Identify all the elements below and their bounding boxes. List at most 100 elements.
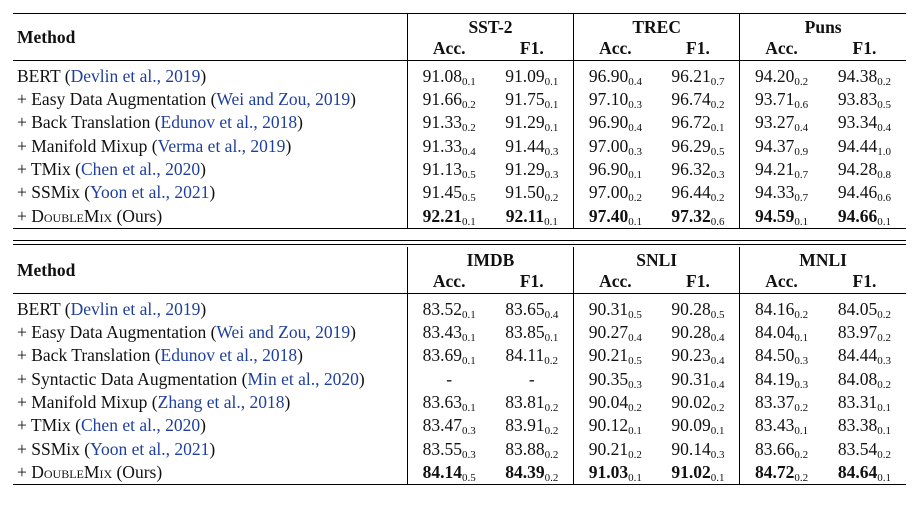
- score-cell: 94.460.6: [823, 181, 906, 204]
- citation-link[interactable]: Verma et al., 2019: [157, 135, 286, 156]
- metric-header: Acc.: [573, 271, 657, 294]
- score-value: 96.32: [671, 159, 711, 180]
- citation-link[interactable]: Yoon et al., 2021: [90, 438, 210, 459]
- metric-header: Acc.: [573, 38, 657, 61]
- score-value: 90.12: [588, 415, 629, 436]
- score-value: 97.40: [588, 205, 629, 226]
- score-value: 83.37: [754, 392, 795, 413]
- score-value: 96.44: [671, 182, 711, 203]
- score-std: 0.1: [462, 75, 476, 88]
- citation-link[interactable]: Devlin et al., 2019: [70, 65, 201, 86]
- score-std: 0.2: [544, 425, 559, 438]
- method-label: + Back Translation (: [17, 345, 161, 366]
- score-std: 0.3: [794, 355, 809, 368]
- score-std: 0.4: [710, 378, 725, 391]
- dataset-header: TREC: [573, 13, 740, 38]
- score-std: 0.2: [544, 448, 559, 461]
- score-value: 92.11: [505, 205, 545, 226]
- table-row: + Easy Data Augmentation (Wei and Zou, 2…: [13, 321, 906, 345]
- score-std: 0.2: [544, 192, 559, 205]
- method-header: Method: [17, 26, 76, 47]
- score-std: 0.5: [710, 145, 725, 158]
- citation-link[interactable]: Edunov et al., 2018: [160, 112, 298, 133]
- method-label: + SSMix (: [17, 438, 91, 459]
- method-name: + DoubleMix (Ours): [13, 460, 408, 486]
- citation-link[interactable]: Chen et al., 2020: [81, 415, 201, 436]
- method-label: ): [209, 438, 216, 459]
- score-std: 0.2: [462, 99, 476, 112]
- score-cell: 90.020.2: [657, 391, 740, 414]
- score-cell: 84.440.3: [823, 344, 906, 367]
- score-value: 84.50: [754, 345, 795, 366]
- citation-link[interactable]: Chen et al., 2020: [81, 159, 201, 180]
- method-label: (Ours): [112, 461, 163, 482]
- method-label: ): [350, 322, 356, 343]
- table-body: BERT (Devlin et al., 2019) 91.080.1 91.090…: [13, 60, 906, 229]
- citation-link[interactable]: Zhang et al., 2018: [157, 392, 285, 413]
- score-std: 0.1: [462, 355, 476, 368]
- score-value: 97.10: [588, 89, 629, 110]
- score-cell: 92.110.1: [490, 204, 574, 229]
- score-cell: 90.310.4: [657, 368, 740, 391]
- score-cell: 83.650.4: [490, 293, 574, 321]
- score-std: 0.1: [877, 425, 891, 438]
- score-value: 91.33: [422, 135, 463, 156]
- score-cell: 94.370.9: [739, 134, 823, 158]
- score-std: 0.1: [877, 471, 891, 484]
- score-cell: 97.400.1: [573, 204, 657, 229]
- score-value: -: [528, 368, 535, 389]
- method-name: BERT (Devlin et al., 2019): [13, 293, 408, 321]
- method-label: + TMix (: [17, 159, 81, 180]
- score-std: 0.2: [710, 402, 725, 415]
- score-std: 0.1: [877, 402, 891, 415]
- score-cell: 90.280.4: [657, 321, 740, 344]
- score-cell: 83.430.1: [406, 321, 491, 345]
- method-label: (Ours): [112, 205, 163, 226]
- score-std: 0.1: [462, 332, 476, 345]
- score-std: 0.2: [794, 75, 809, 88]
- score-value: 91.29: [505, 112, 545, 133]
- score-cell: 91.030.1: [573, 460, 657, 486]
- score-value: 90.31: [671, 368, 711, 389]
- score-std: 0.6: [877, 192, 891, 205]
- method-name: + Syntactic Data Augmentation (Min et al…: [13, 368, 407, 391]
- score-std: 0.5: [628, 308, 642, 321]
- score-std: 0.3: [794, 378, 809, 391]
- score-value: 96.90: [588, 65, 629, 86]
- method-label: ): [200, 65, 207, 86]
- score-cell: 93.830.5: [823, 88, 906, 111]
- score-std: 0.2: [794, 402, 809, 415]
- citation-link[interactable]: Wei and Zou, 2019: [216, 322, 351, 343]
- score-std: 0.1: [544, 215, 558, 228]
- citation-link[interactable]: Devlin et al., 2019: [70, 298, 201, 319]
- metric-header: F1.: [686, 38, 710, 58]
- score-value: 83.31: [837, 392, 878, 413]
- score-std: 0.1: [628, 215, 642, 228]
- score-value: 91.08: [422, 65, 463, 86]
- table-row: + TMix (Chen et al., 2020) 83.470.3 83.910…: [13, 414, 906, 438]
- citation-link[interactable]: Min et al., 2020: [247, 368, 359, 389]
- dataset-header: SST-2: [406, 13, 574, 38]
- score-std: 0.5: [628, 355, 642, 368]
- citation-link[interactable]: Wei and Zou, 2019: [216, 89, 351, 110]
- citation-link[interactable]: Yoon et al., 2021: [90, 182, 210, 203]
- score-std: 0.4: [877, 122, 891, 135]
- metric-header: F1.: [852, 271, 877, 291]
- score-value: 96.21: [671, 65, 711, 86]
- score-value: 83.52: [422, 298, 462, 319]
- table-row: + SSMix (Yoon et al., 2021) 83.550.3 83.88…: [13, 437, 906, 461]
- score-std: 0.2: [544, 471, 559, 484]
- score-std: 0.3: [710, 448, 725, 461]
- score-std: 0.3: [710, 169, 725, 182]
- score-value: 93.27: [754, 112, 795, 133]
- metric-header: Acc.: [739, 271, 823, 294]
- score-value: 94.28: [837, 159, 878, 180]
- dataset-header: Puns: [739, 13, 906, 38]
- score-cell: 94.660.1: [822, 204, 906, 229]
- method-label: ): [285, 135, 292, 156]
- citation-link[interactable]: Edunov et al., 2018: [160, 345, 298, 366]
- score-std: 0.9: [794, 145, 809, 158]
- score-std: 0.4: [628, 75, 642, 88]
- score-cell: 91.750.1: [491, 88, 574, 111]
- score-value: 90.14: [671, 438, 711, 459]
